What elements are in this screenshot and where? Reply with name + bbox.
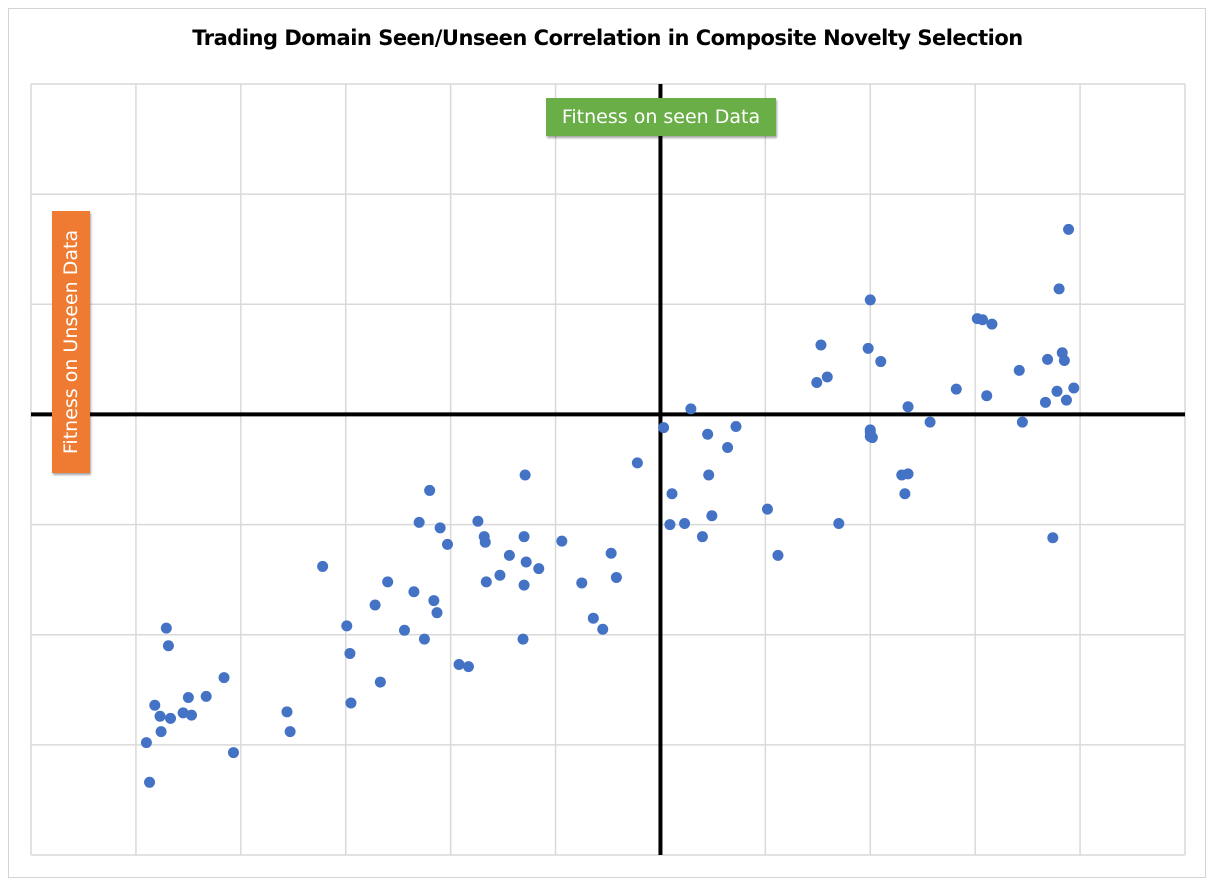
data-point [413,516,425,528]
data-point [281,706,293,718]
data-point [605,547,617,559]
data-point [345,697,357,709]
data-point [666,488,678,500]
data-point [597,623,609,635]
data-point [182,691,194,703]
data-point [864,294,876,306]
data-point [815,339,827,351]
data-point [702,428,714,440]
data-point [431,607,443,619]
data-point [862,342,874,354]
data-point [722,441,734,453]
data-point [1053,283,1065,295]
data-point [1058,354,1070,366]
data-point [149,699,161,711]
data-point [866,432,878,444]
data-point [441,538,453,550]
data-point [434,522,446,534]
data-point [144,776,156,788]
data-point [1016,416,1028,428]
data-point [162,640,174,652]
data-point [556,535,568,547]
data-point [518,579,530,591]
data-point [821,371,833,383]
data-point [587,612,599,624]
data-point [664,519,676,531]
data-point [472,515,484,527]
data-point [1042,353,1054,365]
data-point [344,647,356,659]
y-axis-label-text: Fitness on Unseen Data [60,229,82,455]
x-axis-label: Fitness on seen Data [546,98,776,136]
data-point [986,318,998,330]
data-point [533,563,545,575]
data-point [374,676,386,688]
data-point [186,709,198,721]
data-point [902,468,914,480]
data-point [519,469,531,481]
data-point [453,658,465,670]
data-point [408,586,420,598]
data-point [317,560,329,572]
data-point [227,747,239,759]
data-point [902,401,914,413]
data-point [679,517,691,529]
data-point [658,422,670,434]
data-point [177,707,189,719]
data-point [730,421,742,433]
data-point [479,536,491,548]
data-point [1051,385,1063,397]
data-point [382,576,394,588]
data-point [631,457,643,469]
data-point [610,571,622,583]
data-point [369,599,381,611]
data-point [981,390,993,402]
data-point [155,726,167,738]
data-point [462,661,474,673]
y-axis-label: Fitness on Unseen Data [52,211,90,473]
data-point [517,633,529,645]
data-point [977,314,989,326]
data-point [424,484,436,496]
x-axis-label-text: Fitness on seen Data [561,106,761,128]
data-point [428,595,440,607]
data-point [833,517,845,529]
data-point [811,376,823,388]
data-point [398,624,410,636]
data-point [518,531,530,543]
data-point [761,503,773,515]
data-point [341,620,353,632]
data-point [685,403,697,415]
data-point [160,622,172,634]
data-point [165,712,177,724]
data-point [480,576,492,588]
data-point [1047,532,1059,544]
data-point [703,469,715,481]
data-point [494,569,506,581]
data-point [1039,396,1051,408]
data-point [218,672,230,684]
data-point [875,356,887,368]
data-point [1063,223,1075,235]
data-point [576,577,588,589]
data-point [418,633,430,645]
data-point [899,488,911,500]
data-point [1068,382,1080,394]
data-point [154,710,166,722]
data-point [503,549,515,561]
data-point [696,531,708,543]
data-point [284,726,296,738]
data-point [706,510,718,522]
data-point [200,690,212,702]
data-point [924,416,936,428]
data-point [1060,394,1072,406]
chart-area [8,8,1206,878]
data-point [1013,364,1025,376]
data-point [950,383,962,395]
data-point [520,556,532,568]
data-point [140,737,152,749]
chart-title: Trading Domain Seen/Unseen Correlation i… [192,26,1023,50]
data-point [772,549,784,561]
